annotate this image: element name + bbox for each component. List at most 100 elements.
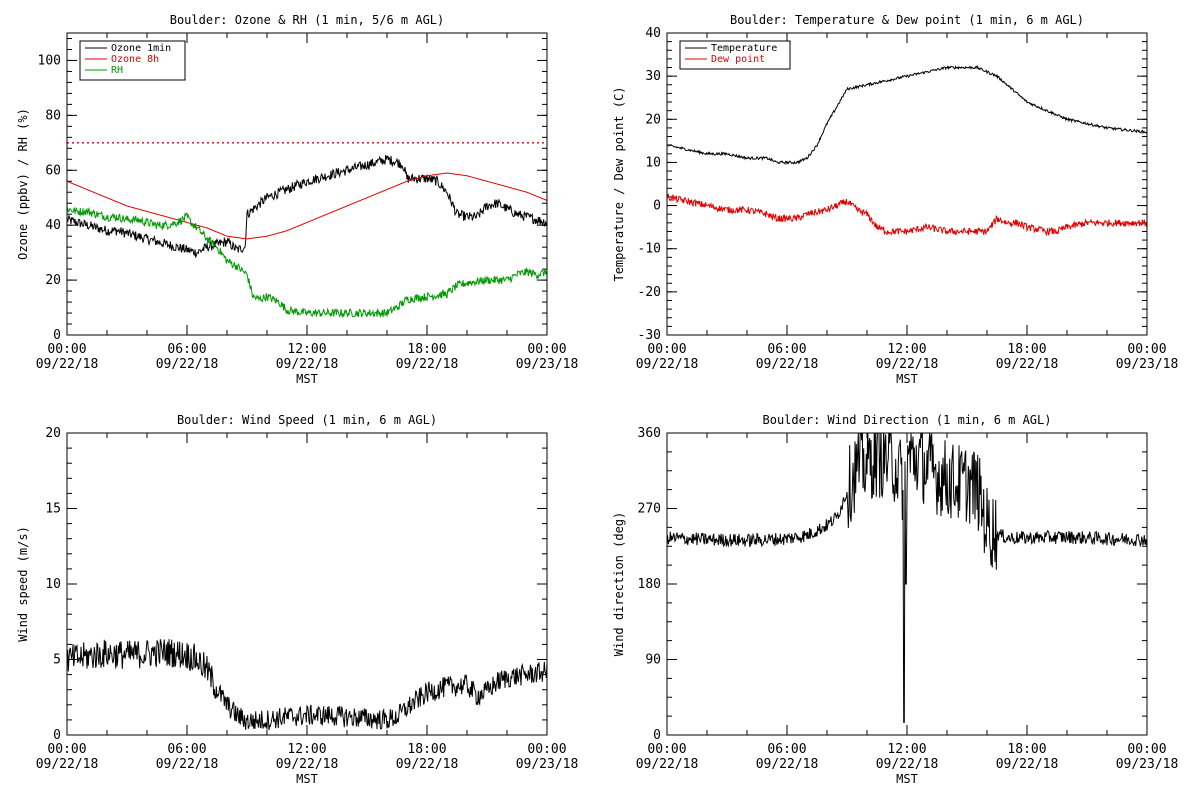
x-tick-label-time: 06:00	[167, 742, 206, 757]
y-tick-label: 20	[645, 112, 661, 127]
series-line-1	[67, 155, 547, 259]
x-tick-label-date: 09/23/18	[516, 357, 579, 372]
x-tick-label-time: 18:00	[1007, 742, 1046, 757]
legend-entry: Ozone 8h	[111, 54, 159, 65]
x-tick-label-time: 12:00	[887, 742, 926, 757]
x-tick-label-date: 09/22/18	[996, 357, 1059, 372]
plot-frame	[66, 432, 548, 736]
y-axis-label: Wind direction (deg)	[612, 512, 626, 657]
legend-entry: Dew point	[711, 54, 765, 65]
chart-panel-3: Boulder: Wind Speed (1 min, 6 m AGL) 00:0…	[16, 413, 578, 786]
x-tick-label-date: 09/22/18	[36, 757, 99, 772]
y-tick-label: 360	[638, 426, 661, 441]
x-tick-label-date: 09/22/18	[636, 357, 699, 372]
series-line-2	[667, 193, 1147, 237]
x-axis-label: MST	[296, 772, 318, 786]
series-line-1	[667, 433, 1147, 723]
x-tick-label-time: 00:00	[47, 342, 86, 357]
x-tick-label-time: 18:00	[407, 342, 446, 357]
x-tick-label-date: 09/23/18	[1116, 357, 1179, 372]
x-axis-label: MST	[896, 772, 918, 786]
y-tick-label: 20	[45, 426, 61, 441]
x-tick-label-time: 00:00	[647, 742, 686, 757]
y-axis-label: Temperature / Dew point (C)	[612, 86, 626, 281]
y-tick-label: 20	[45, 273, 61, 288]
chart-title: Boulder: Temperature & Dew point (1 min,…	[730, 13, 1084, 27]
plot-frame	[666, 32, 1148, 336]
y-tick-label: 80	[45, 108, 61, 123]
x-tick-label-date: 09/22/18	[156, 357, 219, 372]
x-tick-label-date: 09/22/18	[396, 357, 459, 372]
series-group	[667, 433, 1147, 723]
x-tick-label-date: 09/22/18	[876, 357, 939, 372]
x-tick-label-date: 09/22/18	[36, 357, 99, 372]
y-tick-label: 10	[645, 155, 661, 170]
x-tick-label-date: 09/22/18	[756, 357, 819, 372]
legend-entry: Temperature	[711, 43, 777, 54]
plot-frame	[66, 32, 548, 336]
x-tick-label-time: 00:00	[1127, 342, 1166, 357]
y-tick-label: 100	[38, 53, 61, 68]
x-tick-label-time: 00:00	[647, 342, 686, 357]
y-tick-label: 0	[53, 728, 61, 743]
x-axis-label: MST	[896, 372, 918, 386]
x-tick-label-time: 00:00	[47, 742, 86, 757]
x-tick-label-date: 09/22/18	[276, 757, 339, 772]
x-tick-label-date: 09/22/18	[396, 757, 459, 772]
x-tick-label-date: 09/23/18	[516, 757, 579, 772]
series-group	[667, 65, 1147, 237]
x-tick-label-time: 00:00	[1127, 742, 1166, 757]
series-group	[67, 639, 547, 731]
x-tick-label-date: 09/22/18	[876, 757, 939, 772]
x-tick-label-time: 12:00	[287, 742, 326, 757]
y-tick-label: -30	[638, 328, 661, 343]
x-tick-label-date: 09/22/18	[756, 757, 819, 772]
y-tick-label: 15	[45, 502, 61, 517]
x-tick-label-date: 09/22/18	[276, 357, 339, 372]
x-tick-label-date: 09/22/18	[996, 757, 1059, 772]
legend-entry: Ozone 1min	[111, 43, 171, 54]
series-line-1	[67, 639, 547, 731]
y-tick-label: 40	[645, 26, 661, 41]
y-tick-label: 0	[53, 328, 61, 343]
x-tick-label-time: 00:00	[527, 742, 566, 757]
x-tick-label-time: 00:00	[527, 342, 566, 357]
plot-frame	[666, 432, 1148, 736]
y-tick-label: 0	[653, 199, 661, 214]
x-tick-label-time: 12:00	[887, 342, 926, 357]
legend-entry: RH	[111, 65, 123, 76]
chart-panel-2: Boulder: Temperature & Dew point (1 min,…	[612, 13, 1178, 386]
series-line-3	[67, 206, 547, 319]
x-tick-label-time: 06:00	[167, 342, 206, 357]
x-tick-label-time: 18:00	[1007, 342, 1046, 357]
x-tick-label-time: 06:00	[767, 742, 806, 757]
x-tick-label-date: 09/22/18	[156, 757, 219, 772]
y-tick-label: 5	[53, 653, 61, 668]
x-tick-label-date: 09/22/18	[636, 757, 699, 772]
y-tick-label: 40	[45, 218, 61, 233]
y-tick-label: 180	[638, 577, 661, 592]
chart-title: Boulder: Wind Speed (1 min, 6 m AGL)	[177, 413, 437, 427]
y-tick-label: -20	[638, 285, 661, 300]
x-tick-label-date: 09/23/18	[1116, 757, 1179, 772]
series-line-1	[667, 65, 1147, 165]
y-tick-label: 30	[645, 69, 661, 84]
y-tick-label: 60	[45, 163, 61, 178]
chart-title: Boulder: Ozone & RH (1 min, 5/6 m AGL)	[170, 13, 445, 27]
x-tick-label-time: 12:00	[287, 342, 326, 357]
y-tick-label: 10	[45, 577, 61, 592]
legend-box	[679, 40, 791, 70]
series-group	[67, 155, 547, 319]
y-tick-label: 0	[653, 728, 661, 743]
chart-panel-1: Boulder: Ozone & RH (1 min, 5/6 m AGL)00…	[16, 13, 578, 386]
x-axis-label: MST	[296, 372, 318, 386]
y-tick-label: -10	[638, 242, 661, 257]
x-tick-label-time: 06:00	[767, 342, 806, 357]
chart-panel-4: Boulder: Wind Direction (1 min, 6 m AGL)…	[612, 413, 1178, 786]
y-tick-label: 270	[638, 502, 661, 517]
x-tick-label-time: 18:00	[407, 742, 446, 757]
series-line-2	[67, 172, 547, 240]
chart-title: Boulder: Wind Direction (1 min, 6 m AGL)	[763, 413, 1052, 427]
